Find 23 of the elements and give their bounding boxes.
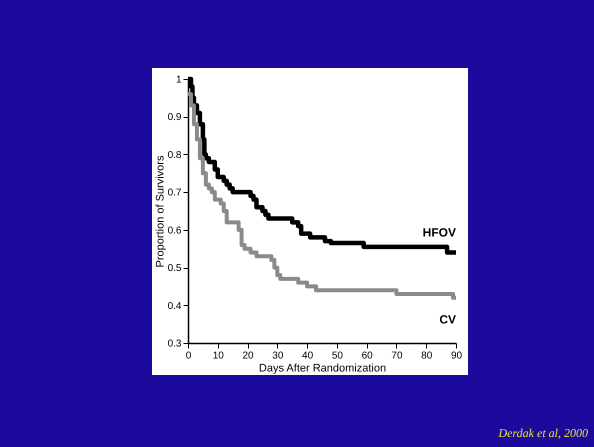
- x-axis-title: Days After Randomization: [258, 362, 386, 374]
- y-tick-label: 0.6: [168, 225, 182, 236]
- x-tick-label: 10: [212, 350, 224, 362]
- x-tick-label: 70: [391, 350, 403, 362]
- series-label: CV: [439, 312, 456, 327]
- x-tick-label: 80: [421, 350, 433, 362]
- x-tick-label: 30: [272, 350, 284, 362]
- y-tick-label: 0.4: [168, 300, 182, 312]
- x-tick-label: 20: [242, 350, 254, 362]
- x-tick-label: 90: [450, 350, 462, 362]
- y-tick-label: 0.7: [168, 188, 182, 199]
- y-tick-label: 1: [176, 74, 182, 86]
- text: Derdak et al, 2000: [498, 426, 588, 441]
- x-tick-label: 40: [302, 350, 314, 362]
- series-label: HFOV: [422, 225, 456, 240]
- x-tick-label: 0: [186, 350, 192, 362]
- y-tick-label: 0.8: [168, 150, 182, 161]
- y-tick-label: 0.5: [168, 263, 182, 274]
- x-tick-label: 50: [332, 350, 344, 362]
- y-axis-title: Proportion of Survivors: [154, 155, 167, 268]
- x-tick-label: 60: [362, 350, 374, 362]
- y-tick-label: 0.9: [168, 112, 182, 124]
- y-tick-label: 0.3: [168, 338, 182, 350]
